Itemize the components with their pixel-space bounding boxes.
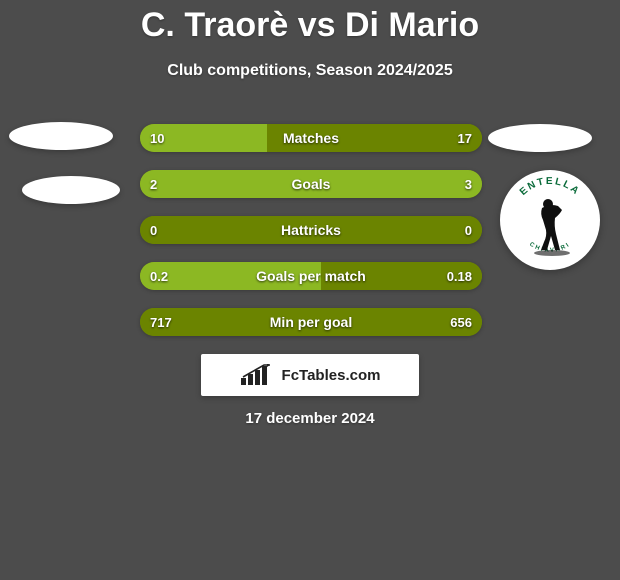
player-pill-2 bbox=[488, 124, 592, 152]
footer-brand-pill: FcTables.com bbox=[201, 354, 419, 396]
player-pill-1 bbox=[22, 176, 120, 204]
stat-bar-left bbox=[140, 124, 267, 152]
date-text: 17 december 2024 bbox=[0, 410, 620, 427]
footer-brand-label: FcTables.com bbox=[282, 367, 381, 384]
svg-text:ENTELLA: ENTELLA bbox=[518, 176, 582, 198]
stat-bar-right bbox=[267, 124, 482, 152]
badge-arc: ENTELLA CHIAVARI bbox=[500, 170, 600, 270]
stat-bar-right bbox=[321, 262, 482, 290]
stat-bars: 1017Matches 23Goals 00Hattricks 0.20.18Goal… bbox=[140, 124, 482, 354]
subtitle: Club competitions, Season 2024/2025 bbox=[0, 62, 620, 80]
team-badge-right: ENTELLA CHIAVARI bbox=[500, 170, 600, 270]
stat-bar-right bbox=[140, 308, 482, 336]
stat-bar-right bbox=[140, 216, 482, 244]
stage: C. Traorè vs Di Mario Club competitions,… bbox=[0, 0, 620, 580]
page-title: C. Traorè vs Di Mario bbox=[0, 6, 620, 45]
stat-row: 00Hattricks bbox=[140, 216, 482, 244]
stat-row: 717656Min per goal bbox=[140, 308, 482, 336]
stat-bar-left bbox=[140, 170, 482, 198]
stat-bar-left bbox=[140, 262, 321, 290]
stat-row: 0.20.18Goals per match bbox=[140, 262, 482, 290]
player-pill-0 bbox=[9, 122, 113, 150]
badge-arc-top-text: ENTELLA bbox=[518, 176, 582, 198]
footer-bars-icon bbox=[240, 364, 274, 386]
stat-row: 1017Matches bbox=[140, 124, 482, 152]
stat-row: 23Goals bbox=[140, 170, 482, 198]
